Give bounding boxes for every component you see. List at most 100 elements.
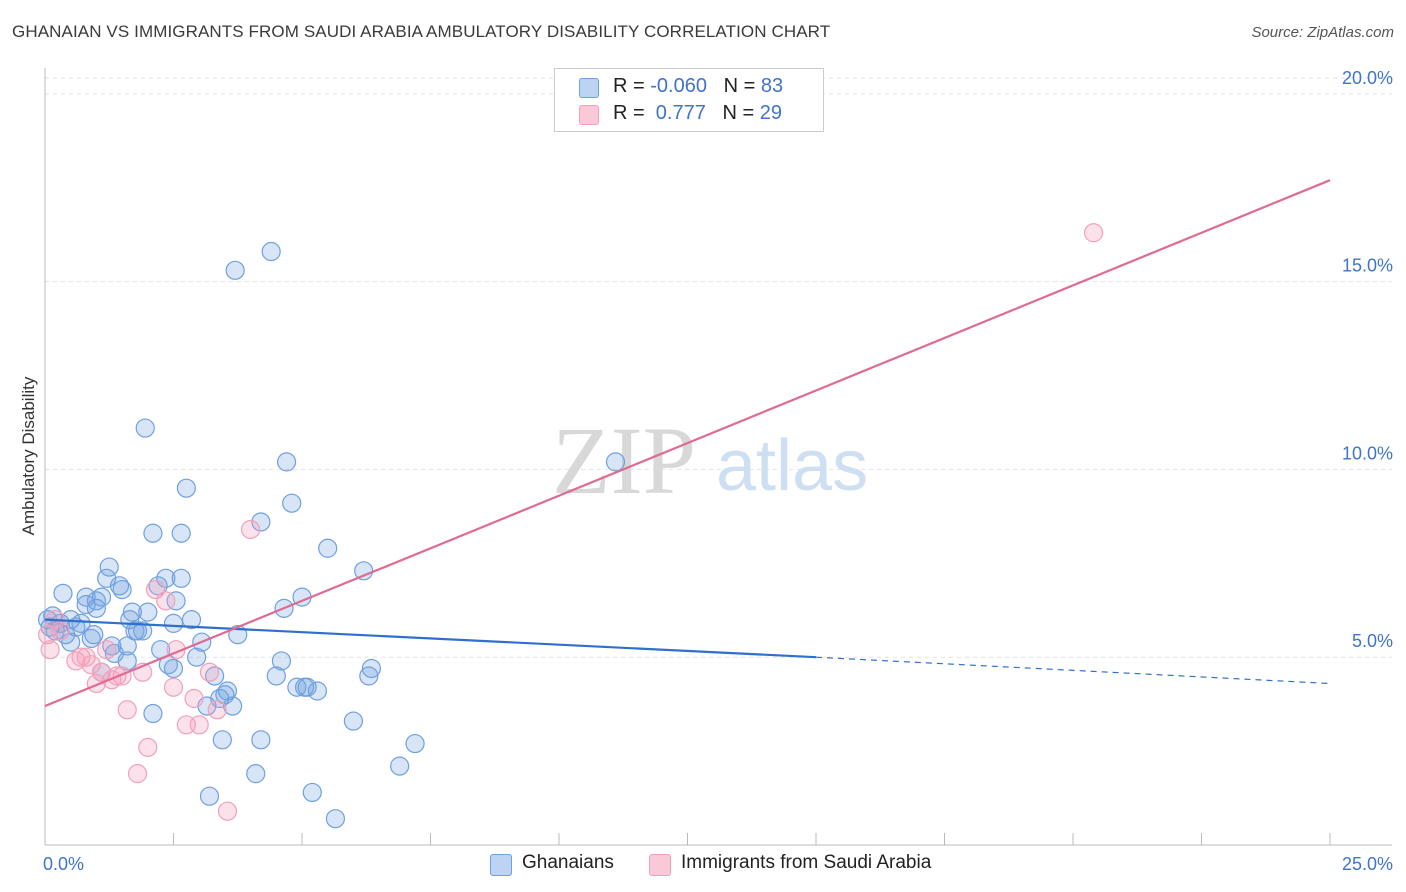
data-point xyxy=(217,801,238,821)
data-point xyxy=(266,666,286,686)
data-point xyxy=(171,568,191,588)
data-point xyxy=(50,613,71,633)
data-point xyxy=(138,602,158,622)
pink-swatch xyxy=(579,105,599,125)
data-point xyxy=(81,655,101,675)
data-point xyxy=(205,666,225,686)
y-tick-label: 10.0% xyxy=(1342,443,1393,463)
data-point xyxy=(251,730,271,750)
legend-n-value: 83 xyxy=(760,75,784,97)
data-point xyxy=(241,519,261,540)
data-point xyxy=(66,651,86,671)
y-axis-label: Ambulatory Disability xyxy=(19,376,38,535)
data-point xyxy=(84,625,104,645)
legend-label: Ghanaians xyxy=(522,852,614,873)
y-tick-label: 15.0% xyxy=(1342,256,1393,276)
data-point xyxy=(66,617,86,637)
data-point xyxy=(187,647,207,667)
data-point xyxy=(1083,223,1104,243)
data-point xyxy=(287,677,307,697)
x-tick-label: 0.0% xyxy=(43,854,84,874)
source-label: Source: ZipAtlas.com xyxy=(1251,24,1394,41)
data-point xyxy=(223,696,243,716)
data-point xyxy=(246,764,266,784)
data-point xyxy=(53,583,73,603)
watermark: ZIP atlas xyxy=(552,407,868,514)
data-point xyxy=(91,662,112,682)
data-point xyxy=(76,595,96,615)
data-point xyxy=(302,782,322,803)
data-point xyxy=(112,579,132,600)
data-point xyxy=(102,636,122,656)
data-point xyxy=(50,621,71,641)
blue-swatch xyxy=(579,78,599,98)
axes xyxy=(44,68,1392,846)
data-point xyxy=(135,418,155,438)
legend-r-label: R = xyxy=(613,102,651,124)
data-point xyxy=(207,700,227,720)
data-point xyxy=(156,591,176,611)
legend-n-value: 29 xyxy=(759,102,783,124)
data-point xyxy=(390,756,410,776)
data-point xyxy=(71,647,91,667)
legend-r-label: R = xyxy=(613,75,651,97)
data-point xyxy=(91,587,112,607)
chart-title: GHANAIAN VS IMMIGRANTS FROM SAUDI ARABIA… xyxy=(12,22,831,41)
data-point xyxy=(40,640,60,660)
data-point xyxy=(163,613,184,633)
data-point xyxy=(225,260,245,280)
data-point xyxy=(318,538,338,558)
data-point xyxy=(343,711,363,731)
data-point xyxy=(199,662,220,682)
legend-n-label: N = xyxy=(722,102,760,124)
data-point xyxy=(171,523,191,543)
legend-n-label: N = xyxy=(723,75,761,97)
correlation-legend: R = -0.060 N = 83 R = 0.777 N = 29 xyxy=(554,68,824,132)
data-point xyxy=(361,658,381,679)
y-tick-label: 5.0% xyxy=(1352,631,1393,651)
legend-r-value: -0.060 xyxy=(650,75,707,97)
grid-lines xyxy=(45,77,1392,658)
data-point xyxy=(307,681,328,701)
data-point xyxy=(166,591,186,611)
data-point xyxy=(117,636,137,656)
data-point xyxy=(261,241,281,262)
data-point xyxy=(181,610,202,630)
legend-r-value: 0.777 xyxy=(650,102,706,124)
data-point xyxy=(276,452,297,472)
data-point xyxy=(143,523,163,543)
data-point xyxy=(163,677,184,697)
data-point xyxy=(282,493,302,513)
data-point xyxy=(143,703,163,724)
trend-line-saudi-arabia xyxy=(44,179,1331,708)
data-point xyxy=(117,700,137,720)
trend-line-ghanaians-extension xyxy=(815,656,1331,685)
series-saudi-arabia xyxy=(37,223,1104,821)
legend-label: Immigrants from Saudi Arabia xyxy=(681,852,932,873)
data-point xyxy=(199,786,220,806)
data-point xyxy=(184,688,204,709)
tick-labels: 5.0% 10.0% 15.0% 20.0% 0.0% 25.0% xyxy=(43,68,1393,874)
data-point xyxy=(405,733,425,754)
data-point xyxy=(86,591,107,611)
y-tick-label: 20.0% xyxy=(1342,68,1393,88)
x-tick-label: 25.0% xyxy=(1342,854,1393,874)
data-point xyxy=(133,621,153,641)
data-point xyxy=(117,651,137,671)
data-point xyxy=(127,621,148,641)
data-point xyxy=(176,478,196,498)
data-point xyxy=(271,651,292,671)
data-point xyxy=(212,730,232,750)
data-point xyxy=(297,677,317,697)
data-point xyxy=(605,452,626,472)
data-point xyxy=(325,809,346,829)
pink-swatch xyxy=(649,854,671,876)
series-ghanaians xyxy=(37,241,626,829)
data-point xyxy=(163,658,184,679)
data-point xyxy=(217,681,238,701)
data-point xyxy=(127,764,148,784)
data-point xyxy=(359,666,379,686)
watermark-atlas: atlas xyxy=(716,426,868,506)
data-point xyxy=(97,640,117,660)
